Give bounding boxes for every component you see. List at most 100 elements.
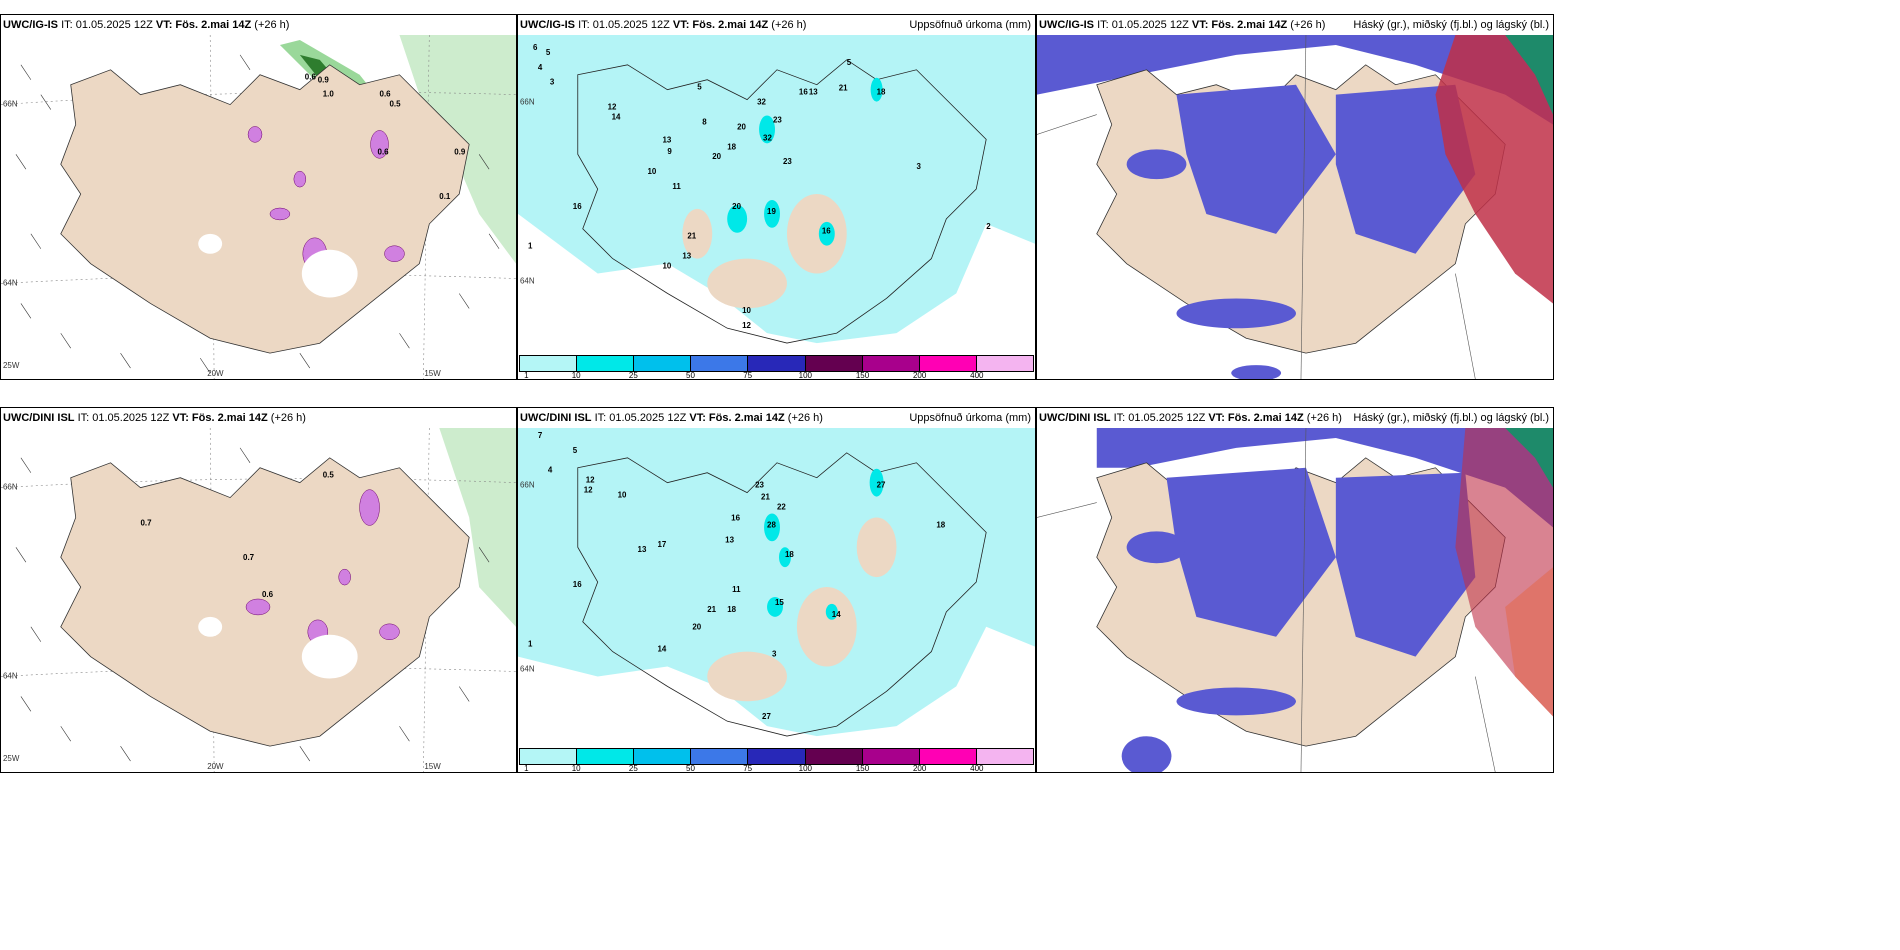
- dry-land-areas: [707, 517, 897, 702]
- precip-value: 22: [777, 502, 786, 511]
- boundaries: [1037, 35, 1476, 379]
- mid-cloud-patches: [1126, 467, 1476, 716]
- colorbar-tick: 200: [912, 371, 927, 380]
- precip-value: 16: [799, 88, 808, 97]
- lat-label: 66N: [3, 100, 18, 109]
- init-time: IT: 01.05.2025 12Z: [1113, 412, 1206, 424]
- mid-cloud-area: [1096, 428, 1553, 528]
- precip-value: 10: [742, 306, 751, 315]
- precip-value: 12: [586, 476, 595, 485]
- lat-label: 64N: [520, 664, 535, 673]
- wind-panel-top: UWC/IG-IS IT: 01.05.2025 12Z VT: Fös. 2.…: [0, 14, 517, 380]
- panel-title: Uppsöfnuð úrkoma (mm): [909, 412, 1031, 424]
- precip-value: 18: [785, 550, 794, 559]
- init-time: IT: 01.05.2025 12Z: [77, 412, 170, 424]
- precip-value: 21: [761, 493, 770, 502]
- precip-value: 19: [767, 207, 776, 216]
- precip-value: 5: [697, 83, 702, 92]
- precip-value: 3: [916, 162, 921, 171]
- precip-value: 3: [772, 650, 777, 659]
- precip-value: 13: [725, 535, 734, 544]
- precip-value: 14: [832, 610, 841, 619]
- lon-label: 15W: [424, 369, 441, 378]
- snow-areas: [245, 489, 400, 644]
- colorbar-tick: 150: [855, 371, 870, 380]
- panel-title: Háský (gr.), miðský (fj.bl.) og lágský (…: [1353, 19, 1549, 31]
- precip-value: 17: [657, 540, 666, 549]
- precip-value: 6: [533, 43, 538, 52]
- wind-value: 0.7: [140, 518, 152, 527]
- precip-value: 28: [767, 520, 776, 529]
- lat-label: 66N: [520, 481, 535, 490]
- valid-label: VT:: [689, 412, 706, 424]
- init-time: IT: 01.05.2025 12Z: [578, 19, 670, 31]
- colorbar-tick: 25: [628, 371, 638, 380]
- colorbar-segment: [691, 749, 749, 764]
- colorbar-segment: [520, 749, 578, 764]
- colorbar-tick: 100: [798, 371, 813, 380]
- boundaries: [1037, 428, 1496, 772]
- lat-label: 66N: [520, 98, 535, 107]
- precip-value: 13: [809, 88, 818, 97]
- colorbar-tick: 10: [571, 764, 581, 773]
- lon-label: 20W: [207, 762, 224, 771]
- model-name: UWC/IG-IS: [520, 19, 575, 31]
- precip-value: 21: [707, 605, 716, 614]
- init-time: IT: 01.05.2025 12Z: [594, 412, 687, 424]
- wind-map[interactable]: 0.5 0.7 0.7 0.6 20W 15W 66N 64N 25W: [1, 428, 516, 772]
- wind-value: 0.6: [262, 590, 274, 599]
- precip-value: 4: [548, 466, 553, 475]
- precip-value: 21: [687, 232, 696, 241]
- precip-value: 12: [608, 103, 617, 112]
- wind-value: 0.1: [439, 192, 451, 201]
- precip-value: 18: [936, 520, 945, 529]
- precip-value: 11: [672, 182, 681, 191]
- colorbar-tick: 25: [628, 764, 638, 773]
- precip-value: 32: [757, 98, 766, 107]
- panel-header: UWC/IG-IS IT: 01.05.2025 12Z VT: Fös. 2.…: [518, 15, 1035, 35]
- lead-time: (+26 h): [254, 19, 290, 31]
- cloud-map[interactable]: [1037, 35, 1553, 379]
- precip-value: 18: [877, 88, 886, 97]
- wind-value: 0.9: [318, 76, 330, 85]
- precip-value: 32: [763, 133, 772, 142]
- colorbar-ticks: 1 10 25 50 75 100 150 200 400: [519, 764, 1034, 772]
- precip-value: 14: [657, 645, 666, 654]
- lead-time: (+26 h): [771, 19, 807, 31]
- precip-value: 7: [538, 431, 543, 440]
- precip-value: 9: [667, 147, 672, 156]
- precip-value: 11: [732, 585, 741, 594]
- colorbar-tick: 150: [855, 764, 870, 773]
- panel-header: UWC/DINI ISL IT: 01.05.2025 12Z VT: Fös.…: [1, 408, 516, 428]
- cloud-panel-bottom: UWC/DINI ISL IT: 01.05.2025 12Z VT: Fös.…: [1036, 407, 1554, 773]
- precip-map[interactable]: 7 4 5 12 12 10 13 17 16 14 23 21 22 28 1…: [518, 428, 1035, 746]
- iceland-outline: [577, 452, 987, 737]
- cloud-map[interactable]: [1037, 428, 1553, 772]
- lead-time: (+26 h): [1306, 412, 1342, 424]
- wind-panel-bottom: UWC/DINI ISL IT: 01.05.2025 12Z VT: Fös.…: [0, 407, 517, 773]
- colorbar-tick: 200: [912, 764, 927, 773]
- panel-header: UWC/DINI ISL IT: 01.05.2025 12Z VT: Fös.…: [1037, 408, 1553, 428]
- precip-map[interactable]: 6 5 4 3 5 9 12 14 13 8 11 10 16 20 20 18…: [518, 35, 1035, 353]
- lat-label: 64N: [520, 276, 535, 285]
- precip-value: 16: [822, 227, 831, 236]
- no-precip-area: [518, 626, 1035, 746]
- panel-title: Háský (gr.), miðský (fj.bl.) og lágský (…: [1353, 412, 1549, 424]
- wind-map[interactable]: 0.6 0.9 1.0 0.6 0.5 0.6 0.1 0.9 20W 15W …: [1, 35, 516, 379]
- init-time: IT: 01.05.2025 12Z: [1097, 19, 1189, 31]
- high-cloud-area: [1505, 428, 1553, 488]
- panel-title: Uppsöfnuð úrkoma (mm): [909, 19, 1031, 31]
- mid-cloud-patch: [1231, 365, 1282, 379]
- high-cloud-area: [1505, 567, 1553, 717]
- colorbar-tick: 50: [686, 764, 695, 773]
- precip-value: 27: [877, 481, 886, 490]
- colorbar-tick: 75: [743, 371, 753, 380]
- wind-value: 0.6: [305, 73, 317, 82]
- precip-value: 16: [573, 202, 582, 211]
- model-name: UWC/IG-IS: [1039, 19, 1094, 31]
- colorbar-segment: [577, 749, 635, 764]
- precip-value: 13: [682, 252, 691, 261]
- valid-label: VT:: [1208, 412, 1225, 424]
- precip-panel-bottom: UWC/DINI ISL IT: 01.05.2025 12Z VT: Fös.…: [517, 407, 1036, 773]
- model-name: UWC/DINI ISL: [1039, 412, 1111, 424]
